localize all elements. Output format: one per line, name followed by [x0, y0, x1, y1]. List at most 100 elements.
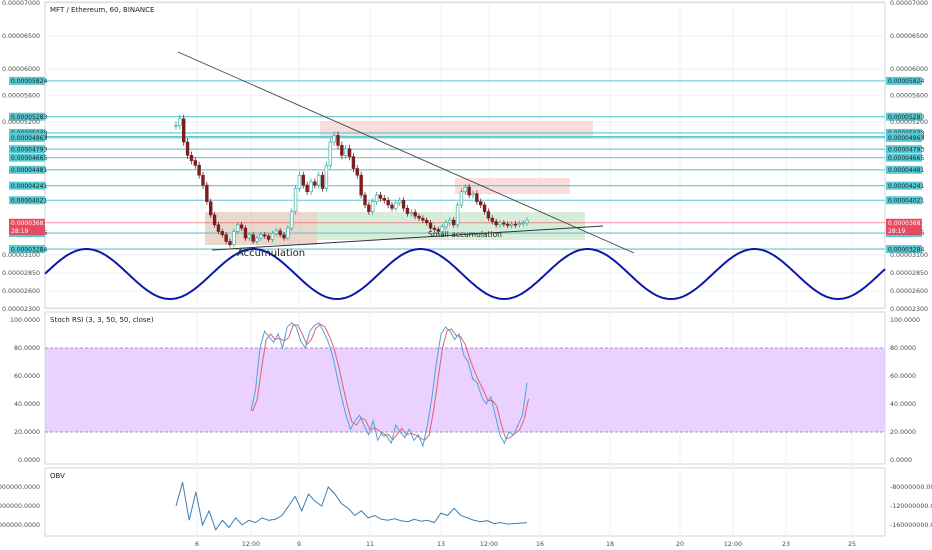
- level-badge-left: [9, 165, 45, 174]
- y-tick-label-right: 0.00006000: [890, 66, 928, 73]
- level-badge-right: [886, 196, 922, 205]
- y-tick-label-right: 0.00005600: [890, 93, 928, 100]
- candle-body: [201, 174, 205, 186]
- stoch-y-tick-left: 20.0000: [14, 429, 40, 436]
- main-pane[interactable]: [44, 1, 886, 309]
- y-tick-label-right: 0.00002300: [890, 306, 928, 313]
- candle-body: [209, 201, 213, 216]
- obv-y-tick-left: -120000000.0000: [0, 503, 40, 510]
- level-badge-left: [9, 112, 45, 121]
- gridlines: [45, 2, 885, 536]
- level-badge-left: [9, 133, 45, 142]
- level-badge-label: 0.00005824: [11, 78, 47, 85]
- stoch-y-tick-left: 80.0000: [14, 345, 40, 352]
- level-badge-left: [9, 76, 45, 85]
- candle-body: [266, 235, 271, 240]
- candle-body: [305, 184, 309, 193]
- candle-body: [205, 184, 209, 202]
- level-badge-left: [9, 196, 45, 205]
- candle-body: [259, 234, 263, 239]
- candle-body: [332, 135, 336, 143]
- candle-body: [525, 219, 529, 224]
- candle-body: [247, 234, 251, 239]
- candle-body: [482, 204, 487, 212]
- obv-y-tick-right: -120000000.0000: [890, 503, 932, 510]
- candle-body: [282, 234, 286, 239]
- obv-pane[interactable]: [44, 467, 886, 537]
- candle-body: [471, 193, 475, 196]
- candle-body: [340, 145, 344, 156]
- candle-body: [359, 174, 363, 196]
- x-tick-label: 18: [606, 541, 614, 548]
- countdown-label: 28:19: [11, 228, 28, 235]
- candle-body: [513, 223, 518, 226]
- candle-body: [494, 221, 498, 226]
- x-tick-label: 16: [536, 541, 544, 548]
- candle-body: [432, 227, 437, 230]
- sine-cycle-line: [44, 248, 886, 301]
- candle-body: [479, 201, 483, 206]
- current-price-badge-right: [886, 218, 922, 235]
- sine-wave: [44, 248, 886, 301]
- candle-body: [278, 230, 282, 236]
- candle-body: [355, 168, 359, 176]
- candle-body: [182, 118, 186, 143]
- candle-body: [255, 237, 259, 242]
- y-tick-label-left: 0.00002850: [2, 270, 40, 277]
- level-badge-left: [9, 145, 45, 154]
- level-badge-label: 0.00005824: [888, 78, 924, 85]
- stoch-band: [45, 348, 885, 432]
- obv-y-tick-right: -160000000.0000: [890, 522, 932, 529]
- candle-body: [452, 219, 456, 226]
- level-badge-right: [886, 165, 922, 174]
- candle-body: [243, 227, 248, 239]
- level-badge-left: [9, 181, 45, 190]
- candle-body: [197, 164, 201, 176]
- candle-body: [185, 141, 190, 156]
- y-tick-label-right: 0.00006500: [890, 33, 928, 40]
- stoch-rsi-title: Stoch RSI (3, 3, 50, 50, close): [50, 316, 154, 324]
- candle-body: [459, 191, 464, 206]
- stoch-y-tick-left: 100.0000: [10, 317, 40, 324]
- candle-body: [425, 219, 429, 224]
- obv-line: [175, 482, 528, 531]
- candle-body: [239, 224, 244, 229]
- candle-body: [220, 231, 224, 236]
- x-tick-label: 12:00: [480, 541, 498, 548]
- candle-body: [290, 211, 294, 229]
- level-badge-label: 0.00004241: [888, 183, 924, 190]
- obv-y-tick-left: -80000000.0000: [0, 484, 40, 491]
- candle-body: [367, 204, 371, 212]
- y-tick-label-left: 0.00007000: [2, 0, 40, 7]
- x-tick-label: 12:00: [724, 541, 742, 548]
- candle-body: [371, 201, 375, 212]
- level-badge-label: 0.00004793: [888, 146, 924, 153]
- level-badge-label: 0.00004481: [11, 167, 47, 174]
- candle-body: [351, 156, 356, 169]
- ascending-trendline: [211, 225, 604, 251]
- candle-body: [212, 214, 217, 226]
- countdown-label: 28:19: [888, 228, 905, 235]
- candle-body: [394, 202, 398, 209]
- candle-body: [382, 198, 386, 201]
- candle-body: [317, 174, 321, 186]
- candle-body: [286, 227, 290, 239]
- annotation-small-accumulation: Small accumulation: [428, 230, 502, 239]
- level-badge-label: 0.00004021: [11, 197, 47, 204]
- stoch-d-line: [252, 323, 529, 442]
- level-badge-label: 0.00005283: [11, 114, 47, 121]
- level-badge-right: [886, 245, 922, 254]
- candle-body: [328, 141, 332, 166]
- stoch-y-tick-right: 40.0000: [890, 401, 916, 408]
- candle-body: [309, 181, 313, 193]
- x-tick-label: 20: [676, 541, 684, 548]
- candle-body: [467, 186, 471, 196]
- level-badge-label: 0.00005283: [888, 114, 924, 121]
- stoch-y-tick-right: 100.0000: [890, 317, 920, 324]
- level-badge-right: [886, 145, 922, 154]
- candle-body: [428, 222, 433, 229]
- candle-body: [502, 222, 506, 225]
- level-badge-label: 0.00004021: [888, 197, 924, 204]
